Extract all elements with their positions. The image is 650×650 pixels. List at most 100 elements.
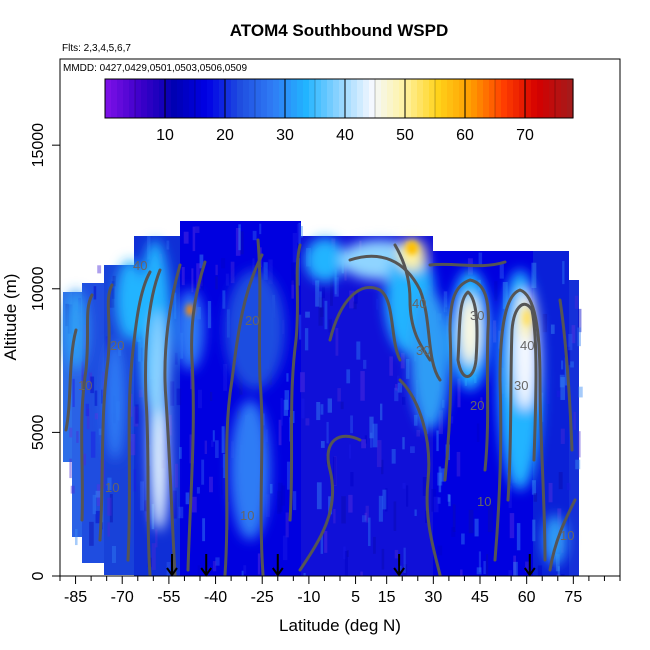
colorbar-swatch bbox=[111, 79, 118, 118]
heatmap-cell bbox=[133, 406, 139, 427]
heatmap-cell bbox=[360, 571, 363, 576]
heatmap-cell bbox=[571, 325, 576, 344]
heatmap-cell bbox=[135, 404, 139, 424]
heatmap-cell bbox=[166, 240, 170, 250]
heatmap-cell bbox=[109, 288, 115, 308]
heatmap-cell bbox=[444, 307, 450, 326]
colorbar-swatch bbox=[273, 79, 280, 118]
colorbar-swatch bbox=[255, 79, 262, 118]
heatmap-cell bbox=[566, 483, 571, 491]
heatmap-cell bbox=[107, 477, 112, 491]
heatmap-cell bbox=[356, 341, 361, 360]
heatmap-cell bbox=[487, 505, 493, 533]
heatmap-cell bbox=[574, 295, 579, 309]
heatmap-cell bbox=[468, 509, 474, 534]
heatmap-cell bbox=[334, 269, 337, 295]
colorbar-swatch bbox=[291, 79, 298, 118]
contour-label: 40 bbox=[133, 258, 147, 273]
contour-line bbox=[393, 243, 432, 362]
heatmap-cell bbox=[556, 574, 560, 576]
colorbar-swatch bbox=[117, 79, 124, 118]
heatmap-cell bbox=[284, 390, 290, 410]
heatmap-cell bbox=[385, 488, 388, 512]
heatmap-cell bbox=[416, 430, 421, 437]
heatmap-cell bbox=[174, 292, 177, 319]
heatmap-cell bbox=[436, 430, 439, 452]
x-tick-label: -70 bbox=[111, 589, 134, 606]
colorbar-swatch bbox=[303, 79, 310, 118]
colorbar-swatch bbox=[525, 79, 532, 118]
x-tick-label: 45 bbox=[471, 589, 489, 606]
heatmap-cell bbox=[276, 491, 282, 514]
heatmap-cell bbox=[319, 291, 322, 308]
heatmap-cell bbox=[111, 545, 116, 563]
colorbar-swatch bbox=[435, 79, 442, 118]
heatmap-cell bbox=[211, 440, 214, 447]
heatmap-cell bbox=[320, 307, 324, 317]
heatmap-cell bbox=[177, 508, 181, 517]
heatmap-cell bbox=[316, 482, 322, 510]
contour-line bbox=[186, 260, 207, 572]
heatmap-cell bbox=[199, 254, 204, 269]
heatmap-cell bbox=[90, 431, 96, 458]
heatmap-cell bbox=[363, 359, 367, 369]
heatmap-cell bbox=[179, 447, 182, 459]
heatmap-cell bbox=[402, 482, 406, 489]
heatmap-cell bbox=[109, 494, 113, 523]
colorbar-tick-label: 70 bbox=[516, 127, 534, 144]
colorbar-swatches bbox=[105, 79, 574, 118]
heatmap-cell bbox=[324, 300, 328, 330]
heatmap-cell bbox=[378, 495, 383, 522]
heatmap-cell bbox=[155, 529, 158, 548]
contour-label: 20 bbox=[110, 338, 124, 353]
heatmap-cell bbox=[326, 421, 329, 444]
heatmap-cell bbox=[140, 481, 144, 511]
arrow-head bbox=[393, 567, 405, 577]
contour-line bbox=[64, 328, 78, 432]
heatmap-cell bbox=[451, 527, 456, 537]
contour-label: 20 bbox=[245, 313, 259, 328]
heatmap-cell bbox=[133, 469, 137, 492]
heatmap-cell bbox=[394, 387, 399, 402]
heatmap-hotspots bbox=[186, 241, 531, 326]
heatmap-cell bbox=[337, 388, 341, 402]
arrow-head bbox=[271, 567, 284, 577]
colorbar-swatch bbox=[189, 79, 196, 118]
heatmap-cell bbox=[282, 535, 288, 561]
heatmap-cell bbox=[333, 508, 336, 524]
contour-label: 30 bbox=[470, 308, 484, 323]
colorbar-swatch bbox=[513, 79, 520, 118]
arrow-head bbox=[200, 567, 213, 577]
heatmap-cell bbox=[557, 566, 560, 576]
heatmap-cell bbox=[88, 372, 93, 391]
heatmap-cell bbox=[403, 547, 406, 573]
heatmap-cell bbox=[209, 476, 213, 493]
y-tick-label: 5000 bbox=[30, 414, 47, 450]
heatmap-cell bbox=[293, 274, 297, 286]
colorbar-swatch bbox=[321, 79, 328, 118]
heatmap-cell bbox=[257, 553, 261, 575]
heatmap-cell bbox=[332, 456, 337, 486]
heatmap-cell bbox=[397, 382, 403, 393]
colorbar-swatch bbox=[375, 79, 382, 118]
colorbar-swatch bbox=[411, 79, 418, 118]
heatmap-cell bbox=[344, 551, 349, 576]
heatmap-cell bbox=[562, 261, 565, 285]
heatmap-blobs bbox=[64, 238, 567, 565]
heatmap-cell bbox=[70, 485, 75, 494]
colorbar-swatch bbox=[237, 79, 244, 118]
heatmap-cell bbox=[174, 463, 179, 488]
heatmap-cell bbox=[176, 388, 182, 406]
contour-line bbox=[443, 278, 490, 482]
heatmap-cell bbox=[343, 546, 346, 560]
colorbar-swatch bbox=[465, 79, 472, 118]
x-tick-label: -55 bbox=[157, 589, 180, 606]
heatmap-cell bbox=[286, 461, 292, 490]
y-axis: 0 5000 10000 15000 bbox=[30, 123, 60, 580]
heatmap-cell bbox=[265, 494, 270, 517]
contour-label: 10 bbox=[105, 480, 119, 495]
heatmap-cell bbox=[348, 444, 352, 459]
contour-line bbox=[256, 238, 265, 576]
heatmap-cell bbox=[301, 398, 305, 419]
heatmap-cell bbox=[406, 485, 409, 507]
